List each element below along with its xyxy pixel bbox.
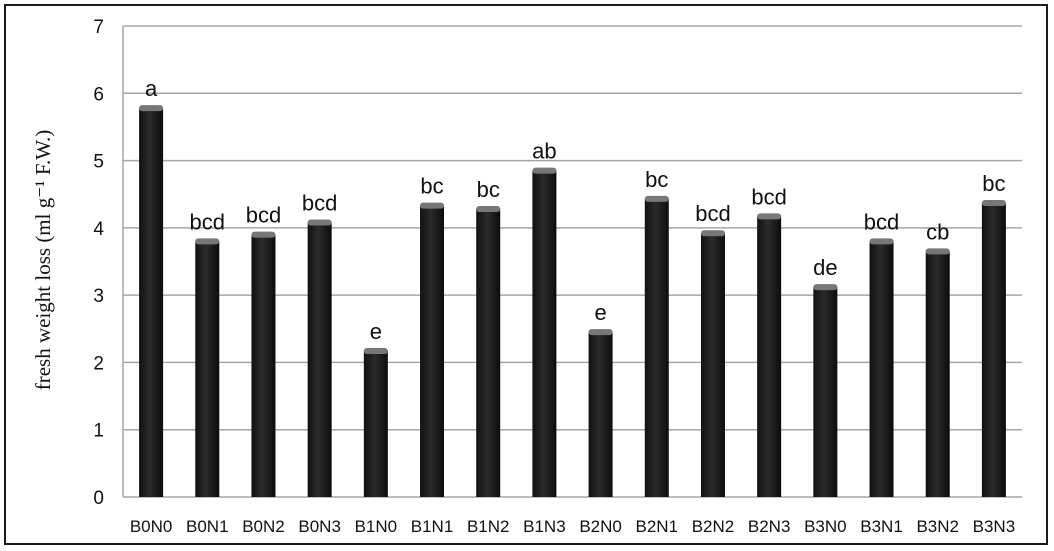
significance-label: bcd: [302, 190, 337, 215]
x-tick-label: B3N0: [804, 517, 847, 536]
y-axis-label: fresh weight loss (ml g⁻¹ F.W.): [31, 130, 55, 391]
bar-B1N0: [363, 347, 388, 497]
bar: [532, 170, 557, 497]
bar-B0N0: [139, 105, 164, 498]
significance-label: bc: [420, 174, 443, 199]
significance-label: de: [813, 255, 837, 280]
x-tick-label: B0N0: [130, 517, 173, 536]
bar-B1N2: [476, 206, 501, 497]
bar: [195, 241, 220, 497]
bar: [925, 251, 950, 497]
x-tick-label: B3N3: [973, 517, 1016, 536]
x-tick-label: B0N1: [186, 517, 229, 536]
x-tick-label: B2N0: [579, 517, 622, 536]
bar: [757, 216, 782, 497]
bar-cap: [757, 213, 782, 220]
bar: [869, 241, 894, 497]
bar: [420, 205, 445, 497]
y-tick-label: 7: [93, 17, 104, 38]
bar-B2N1: [644, 195, 669, 497]
significance-label: bc: [645, 167, 668, 192]
bar-B3N3: [981, 199, 1006, 497]
bar-B2N2: [700, 230, 725, 498]
bar-cap: [813, 284, 838, 291]
bar-cap: [981, 199, 1006, 206]
x-tick-label: B1N3: [523, 517, 566, 536]
x-tick-label: B0N2: [242, 517, 285, 536]
significance-label: bcd: [864, 209, 899, 234]
bar: [307, 222, 332, 497]
x-tick-label: B0N3: [298, 517, 341, 536]
significance-label: bcd: [751, 184, 786, 209]
bar-B0N3: [307, 219, 332, 497]
y-tick-label: 3: [93, 286, 104, 307]
bar: [700, 233, 725, 498]
significance-label: e: [370, 319, 382, 344]
x-tick-label: B1N1: [411, 517, 454, 536]
significance-label: bc: [982, 171, 1005, 196]
bar-B1N1: [420, 202, 445, 497]
x-tick-label: B3N2: [916, 517, 959, 536]
bar-B0N1: [195, 238, 220, 497]
significance-label: e: [594, 300, 606, 325]
bar-cap: [139, 105, 164, 112]
bar-B0N2: [251, 231, 276, 498]
bar-B3N1: [869, 238, 894, 497]
significance-label: a: [145, 76, 158, 101]
y-axis-ticks: 0 1 2 3 4 5 6 7: [93, 17, 104, 509]
bar-cap: [644, 195, 669, 202]
x-tick-label: B3N1: [860, 517, 903, 536]
bar: [981, 202, 1006, 497]
significance-label: bcd: [246, 203, 281, 228]
x-tick-label: B1N0: [355, 517, 398, 536]
x-axis-ticks: B0N0 B0N1 B0N2 B0N3 B1N0 B1N1 B1N2 B1N3 B2N0 B2N1…: [130, 517, 1015, 536]
bar-B2N0: [588, 329, 613, 497]
bar-cap: [420, 202, 445, 209]
y-tick-label: 1: [93, 421, 104, 442]
bar-B3N0: [813, 284, 838, 497]
significance-label: bcd: [190, 209, 225, 234]
bar: [476, 209, 501, 497]
y-tick-label: 6: [93, 84, 104, 105]
x-tick-label: B2N3: [748, 517, 791, 536]
significance-label: bcd: [695, 201, 730, 226]
bar: [644, 198, 669, 497]
bar: [813, 287, 838, 497]
y-tick-label: 2: [93, 353, 104, 374]
bar-cap: [251, 231, 276, 238]
bar-cap: [869, 238, 894, 245]
bars: [139, 105, 1006, 498]
bar-cap: [307, 219, 332, 226]
y-tick-label: 4: [93, 219, 104, 240]
bar-cap: [476, 206, 501, 213]
y-tick-label: 5: [93, 152, 104, 173]
x-tick-label: B2N2: [692, 517, 735, 536]
significance-label: ab: [532, 139, 556, 164]
bar-cap: [363, 347, 388, 354]
bar-cap: [925, 248, 950, 255]
bar-cap: [588, 329, 613, 336]
bar-cap: [700, 230, 725, 237]
significance-label: cb: [926, 219, 949, 244]
bar-B3N2: [925, 248, 950, 497]
bar: [251, 234, 276, 498]
significance-label: bc: [477, 177, 500, 202]
y-tick-label: 0: [93, 488, 104, 509]
bar-B2N3: [757, 213, 782, 497]
bar: [139, 108, 164, 498]
bar-cap: [195, 238, 220, 245]
x-tick-label: B2N1: [636, 517, 679, 536]
bar-B1N3: [532, 167, 557, 497]
bar: [363, 350, 388, 497]
bar: [588, 332, 613, 497]
x-tick-label: B1N2: [467, 517, 510, 536]
bar-cap: [532, 167, 557, 174]
